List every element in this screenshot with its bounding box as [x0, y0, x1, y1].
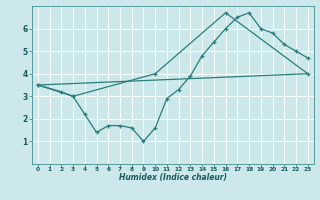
X-axis label: Humidex (Indice chaleur): Humidex (Indice chaleur)	[119, 173, 227, 182]
